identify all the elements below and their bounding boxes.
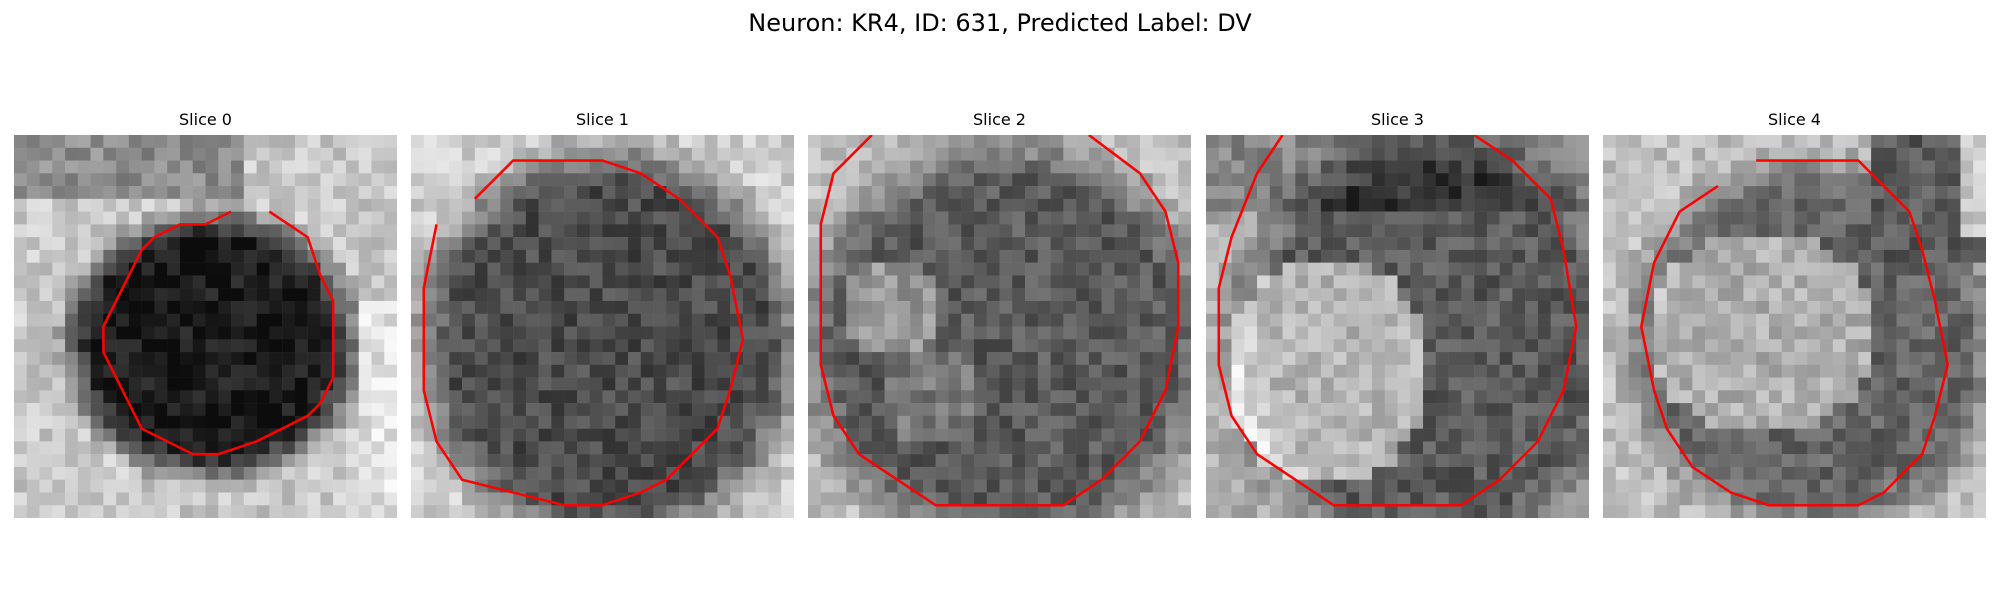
panel-title: Slice 1 xyxy=(576,110,629,129)
segmentation-contour xyxy=(102,210,335,456)
panel-title: Slice 4 xyxy=(1768,110,1821,129)
panel-slice-3: Slice 3 xyxy=(1206,108,1589,518)
panel-title: Slice 2 xyxy=(973,110,1026,129)
panel-title: Slice 3 xyxy=(1371,110,1424,129)
panel-slice-4: Slice 4 xyxy=(1603,108,1986,518)
slice-2-image xyxy=(808,135,1191,518)
segmentation-contour xyxy=(1217,135,1578,507)
segmentation-contour xyxy=(1640,159,1949,507)
panel-title: Slice 0 xyxy=(179,110,232,129)
slice-3-image xyxy=(1206,135,1589,518)
segmentation-contour xyxy=(819,135,1180,507)
segmentation-contour xyxy=(422,159,745,507)
panel-slice-0: Slice 0 xyxy=(14,108,397,518)
figure-title: Neuron: KR4, ID: 631, Predicted Label: D… xyxy=(748,9,1252,37)
slice-0-image xyxy=(14,135,397,518)
slice-1-image xyxy=(411,135,794,518)
panel-slice-2: Slice 2 xyxy=(808,108,1191,518)
slice-4-image xyxy=(1603,135,1986,518)
panel-slice-1: Slice 1 xyxy=(411,108,794,518)
